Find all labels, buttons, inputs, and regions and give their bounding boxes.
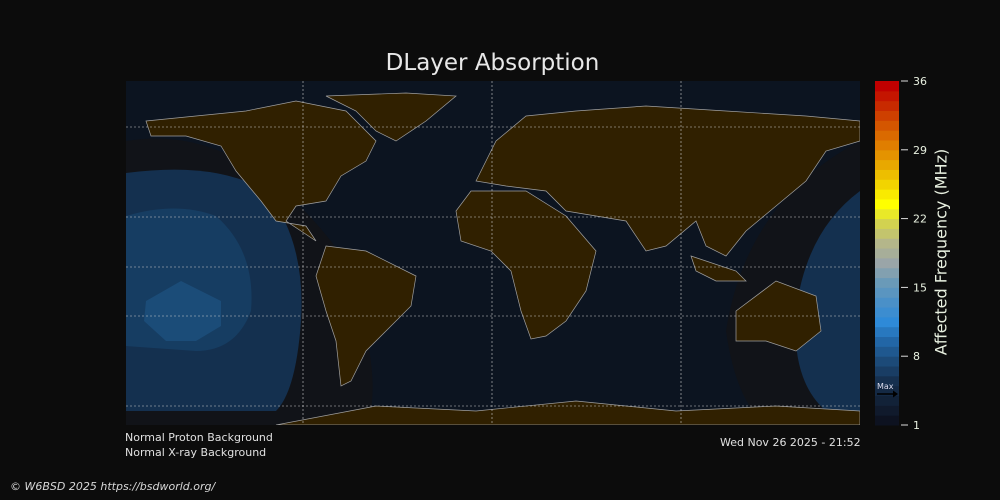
colorbar-band [875,100,899,111]
colorbar-band [875,208,899,220]
colorbar-band [875,139,899,151]
colorbar-label: Affected Frequency (MHz) [931,148,951,356]
europe-asia [475,105,860,257]
colorbar-band [875,316,899,328]
colorbar: 36 29 22 15 8 1 Max [875,75,927,432]
colorbar-band [875,346,899,357]
africa [455,190,597,340]
greenland [325,92,457,142]
colorbar-band [875,405,899,416]
colorbar-band [875,366,899,377]
proton-status: Normal Proton Background [125,431,273,444]
chart-title: DLayer Absorption [385,50,600,76]
absorption-overlay [126,169,860,411]
colorbar-band [875,297,899,308]
antarctica [275,400,860,425]
xray-status: Normal X-ray Background [125,446,267,459]
colorbar-band [875,228,899,239]
colorbar-band [875,189,899,200]
colorbar-band [875,159,899,170]
max-label: Max [877,382,894,391]
colorbar-band [875,238,899,249]
copyright-footer: © W6BSD 2025 https://bsdworld.org/ [10,480,216,493]
colorbar-bands [875,81,899,426]
colorbar-band [875,169,899,180]
colorbar-band [875,257,899,269]
colorbar-band [875,218,899,229]
timestamp: Wed Nov 26 2025 - 21:52 [720,436,861,449]
colorbar-band [875,149,899,161]
north-america [145,100,377,242]
colorbar-band [875,110,899,121]
colorbar-band [875,395,899,406]
colorbar-band [875,336,899,347]
colorbar-band [875,415,899,426]
colorbar-tick-label: 8 [913,350,920,363]
colorbar-band [875,198,899,210]
colorbar-band [875,287,899,298]
colorbar-band [875,307,899,318]
indonesia [690,255,747,282]
colorbar-tick-label: 15 [913,281,927,294]
colorbar-band [875,248,899,259]
colorbar-ticks: 36 29 22 15 8 1 [901,75,927,432]
colorbar-band [875,326,899,338]
world-map [126,81,860,425]
gridlines [126,81,860,425]
colorbar-tick-label: 29 [913,144,927,157]
colorbar-band [875,375,899,387]
colorbar-band [875,90,899,102]
colorbar-band [875,81,899,92]
colorbar-tick-label: 36 [913,75,927,88]
colorbar-tick-label: 1 [913,419,920,432]
colorbar-band [875,356,899,367]
max-arrow-icon [877,390,898,398]
colorbar-band [875,130,899,141]
colorbar-band [875,277,899,288]
colorbar-band [875,179,899,190]
colorbar-band [875,267,899,279]
colorbar-band [875,385,899,397]
colorbar-tick-label: 22 [913,213,927,226]
colorbar-band [875,120,899,131]
